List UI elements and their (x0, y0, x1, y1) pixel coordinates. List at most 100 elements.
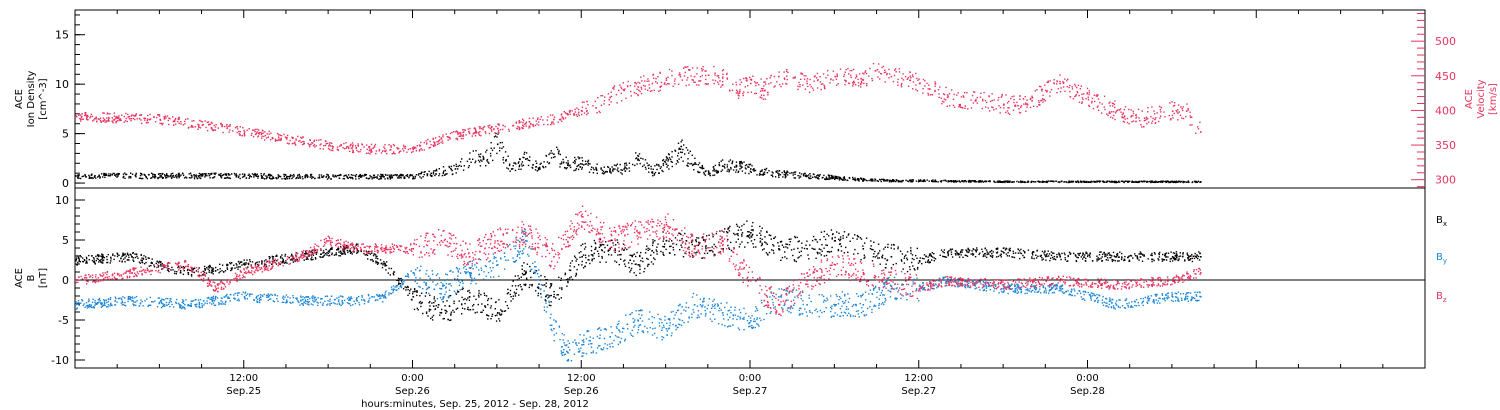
Bx-point (349, 250, 352, 253)
velocity-point (1115, 110, 1118, 112)
velocity-point (601, 95, 604, 97)
density-point (1160, 181, 1163, 183)
velocity-point (886, 72, 888, 75)
density-point (585, 163, 588, 165)
velocity-point (146, 118, 149, 120)
Bx-point (781, 244, 784, 246)
density-point (512, 168, 514, 170)
Bx-point (369, 253, 372, 255)
density-point (91, 173, 93, 175)
density-point (679, 148, 682, 150)
density-point (398, 177, 400, 179)
velocity-point (331, 145, 333, 147)
velocity-point (574, 108, 576, 111)
Bx-point (1182, 253, 1184, 255)
Bx-point (514, 275, 516, 277)
density-point (712, 166, 715, 168)
Bx-point (1060, 258, 1062, 261)
density-point (772, 175, 774, 178)
velocity-point (393, 152, 395, 154)
Bx-point (864, 242, 866, 244)
density-point (77, 177, 79, 179)
density-point (297, 177, 300, 179)
Bx-point (962, 249, 964, 251)
density-point (1071, 180, 1073, 183)
density-point (523, 153, 525, 155)
velocity-point (1122, 112, 1124, 114)
density-point (338, 177, 340, 179)
Bx-point (692, 256, 694, 258)
density-point (393, 174, 395, 177)
density-point (221, 175, 223, 177)
density-point (604, 172, 606, 174)
velocity-point (1157, 120, 1160, 123)
density-point (522, 156, 524, 159)
velocity-point (433, 141, 435, 143)
velocity-point (941, 103, 943, 105)
density-point (759, 173, 762, 176)
density-point (814, 176, 816, 178)
Bx-point (967, 251, 969, 254)
Bx-point (245, 263, 247, 265)
velocity-point (1020, 105, 1023, 107)
velocity-point (819, 81, 822, 83)
Bx-point (86, 262, 88, 264)
density-point (690, 162, 693, 165)
density-point (105, 174, 107, 176)
velocity-point (1047, 80, 1049, 82)
velocity-point (879, 78, 881, 80)
density-point (462, 169, 465, 171)
density-point (460, 165, 462, 167)
density-point (668, 154, 670, 156)
Bx-point (343, 250, 346, 252)
density-point (787, 174, 789, 176)
density-point (1141, 180, 1143, 182)
velocity-point (860, 80, 863, 82)
velocity-point (312, 144, 315, 147)
velocity-point (574, 111, 577, 113)
velocity-point (460, 133, 462, 135)
velocity-point (934, 85, 936, 87)
Bx-point (558, 298, 560, 300)
Bx-point (760, 234, 762, 236)
Bx-point (968, 249, 971, 251)
velocity-point (944, 99, 947, 101)
velocity-point (1189, 124, 1191, 126)
velocity-point (1034, 90, 1037, 92)
Bx-point (323, 254, 326, 256)
Bx-point (830, 250, 833, 253)
velocity-point (1147, 121, 1150, 123)
velocity-point (563, 111, 565, 113)
Bx-point (455, 308, 457, 310)
Bx-point (789, 241, 791, 243)
density-point (569, 164, 571, 166)
density-point (567, 160, 569, 162)
Bx-point (870, 245, 872, 247)
density-point (499, 147, 501, 149)
Bx-point (890, 267, 893, 269)
velocity-point (252, 135, 255, 138)
density-point (658, 172, 660, 174)
velocity-point (121, 114, 123, 116)
Bx-point (549, 283, 552, 285)
density-point (713, 168, 715, 170)
velocity-point (1046, 91, 1048, 93)
density-point (197, 177, 199, 180)
velocity-point (436, 140, 438, 143)
Bx-point (125, 255, 127, 257)
density-point (384, 173, 387, 176)
density-point (128, 175, 130, 178)
density-point (1173, 181, 1176, 183)
velocity-point (309, 144, 311, 146)
Bx-point (786, 247, 789, 249)
Bx-point (743, 223, 745, 226)
Bx-point (852, 237, 854, 239)
density-point (482, 155, 484, 158)
density-point (615, 165, 617, 167)
velocity-point (207, 121, 210, 123)
density-point (1042, 181, 1044, 183)
density-point (409, 175, 411, 177)
density-point (380, 176, 382, 179)
density-point (333, 176, 335, 178)
velocity-point (302, 140, 304, 143)
